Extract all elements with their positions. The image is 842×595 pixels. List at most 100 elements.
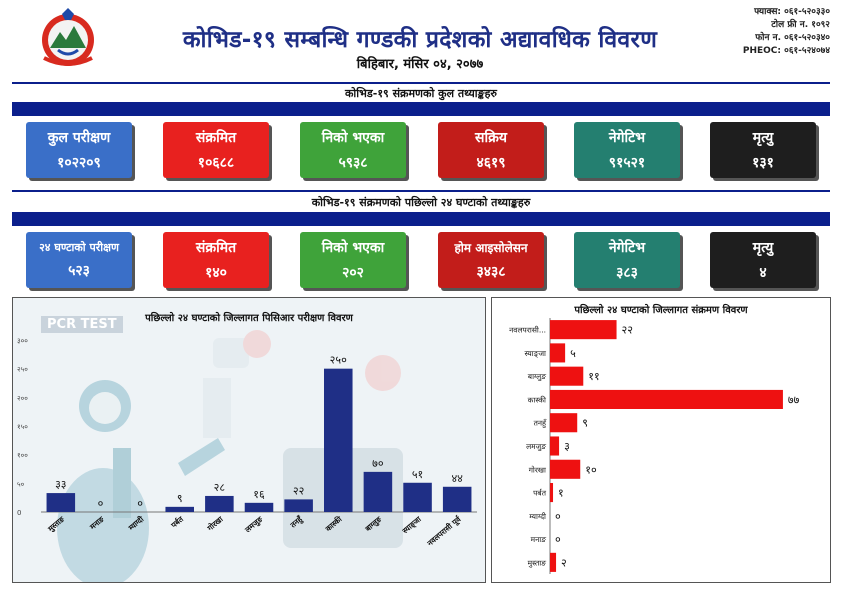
card-value: १०६८८ (197, 155, 235, 171)
infection-category-label: नवलपरासी... (509, 326, 546, 335)
pcr-value-label: २५० (330, 354, 347, 367)
pcr-value-label: ९ (177, 492, 183, 505)
card-24h-home-isolation: होम आइसोलेसन ३४३८ (438, 232, 544, 288)
pcr-value-label: ० (137, 497, 143, 510)
pcr-category-label: नवलपरासी पूर्व (425, 514, 464, 549)
card-label: निको भएका (321, 240, 385, 256)
y-tick-label: ५० (17, 480, 25, 488)
pcr-test-tag: PCR TEST (41, 316, 123, 333)
pcr-value-label: ० (98, 497, 104, 510)
infection-category-label: पर्बत (533, 489, 547, 498)
card-label: सक्रिय (475, 130, 507, 146)
pcr-value-label: ४४ (451, 472, 463, 485)
infection-bar (550, 413, 578, 433)
infection-bar (550, 366, 584, 386)
pcr-bar (363, 471, 393, 512)
y-tick-label: १५० (17, 423, 28, 431)
pcr-category-label: स्याङ्जा (400, 514, 425, 537)
pcr-bar (165, 506, 194, 512)
card-24h-tests: २४ घण्टाको परीक्षण ५२३ (26, 232, 132, 288)
card-value: २०२ (342, 265, 364, 281)
infection-category-label: कास्की (528, 395, 547, 404)
nepal-emblem-logo (42, 8, 94, 66)
card-value: १०२२०९ (57, 155, 101, 171)
card-total-active: सक्रिय ४६१९ (438, 122, 544, 178)
card-value: ५९३८ (338, 155, 368, 171)
card-value: १३१ (752, 155, 774, 171)
section-total-bar (12, 102, 830, 116)
infection-bar (550, 483, 554, 503)
contact-info: फ्याक्स: ०६१-५२०३३० टोल फ्री न. १०९२ फोन… (743, 6, 830, 58)
y-tick-label: २५० (17, 366, 28, 374)
infection-category-label: मुस्ताङ (528, 558, 547, 568)
infection-value-label: १० (585, 463, 597, 476)
infection-bar-chart: नवलपरासी... २२ स्याङ्जा ५ बाग्लुङ ११ कास्की ७७ त… (509, 318, 800, 574)
infection-category-label: लमजुङ (526, 442, 546, 452)
card-label: होम आइसोलेसन (454, 241, 528, 255)
contact-tollfree: टोल फ्री न. १०९२ (771, 20, 830, 30)
card-value: १४० (205, 265, 227, 281)
card-label: संक्रमित (195, 240, 237, 256)
y-tick-label: २०० (17, 394, 28, 402)
pcr-bar (284, 499, 313, 512)
infection-category-label: स्याङ्जा (525, 349, 548, 358)
pcr-chart-title: पछिल्लो २४ घण्टाको जिल्लागत पिसिआर परीक्… (145, 313, 353, 324)
section-last24-bar (12, 212, 830, 226)
infection-bar (550, 320, 617, 340)
infection-value-label: ९ (582, 417, 588, 430)
card-value: ४ (759, 265, 767, 281)
card-value: ९१५२१ (608, 155, 646, 171)
pcr-bar (324, 368, 353, 512)
pcr-value-label: १६ (253, 488, 265, 501)
card-label: मृत्यु (752, 240, 774, 256)
pcr-category-label: गोरखा (205, 514, 226, 533)
infection-value-label: ११ (588, 370, 599, 383)
infection-value-label: १ (558, 487, 564, 500)
infection-value-label: ० (555, 510, 561, 523)
y-tick-label: ३०० (17, 337, 28, 345)
card-24h-infected: संक्रमित १४० (163, 232, 269, 288)
card-value: ३८३ (616, 265, 638, 281)
infection-value-label: ७७ (788, 393, 800, 406)
pcr-bar (442, 486, 472, 512)
report-date: बिहिबार, मंसिर ०४, २०७७ (356, 57, 484, 72)
card-24h-recovered: निको भएका २०२ (300, 232, 406, 288)
section-total-label: कोभिड-१९ संक्रमणको कुल तथ्याङ्कहरु (344, 87, 497, 100)
card-label: संक्रमित (195, 130, 237, 146)
infection-category-label: गोरखा (529, 465, 547, 474)
divider-line (12, 82, 830, 84)
infection-category-label: तनहुँ (534, 419, 548, 429)
infection-bar (550, 436, 560, 456)
card-label: २४ घण्टाको परीक्षण (39, 241, 119, 254)
infection-category-label: म्याग्दी (529, 512, 547, 521)
card-label: नेगेटिभ (608, 130, 646, 146)
page-title: कोभिड-१९ सम्बन्धि गण्डकी प्रदेशको अद्याव… (182, 27, 658, 53)
pcr-bar (205, 495, 234, 512)
card-total-infected: संक्रमित १०६८८ (163, 122, 269, 178)
pcr-value-label: ५१ (412, 468, 423, 481)
y-tick-label: 0 (17, 509, 21, 517)
card-label: निको भएका (321, 130, 385, 146)
section-last24-label: कोभिड-१९ संक्रमणको पछिल्लो २४ घण्टाको तथ… (311, 196, 531, 209)
card-value: ५२३ (68, 263, 90, 279)
card-value: ३४३८ (476, 264, 506, 280)
pcr-bar (244, 502, 274, 512)
pcr-category-label: लमजुङ (242, 514, 265, 536)
card-total-deaths: मृत्यु १३१ (710, 122, 816, 178)
pcr-category-label: पर्बत (169, 514, 186, 530)
card-total-recovered: निको भएका ५९३८ (300, 122, 406, 178)
card-24h-negative: नेगेटिभ ३८३ (574, 232, 680, 288)
pcr-value-label: ७० (372, 457, 384, 470)
pcr-bar (46, 493, 76, 512)
card-total-negative: नेगेटिभ ९१५२१ (574, 122, 680, 178)
card-value: ४६१९ (476, 155, 506, 171)
infection-chart-title: पछिल्लो २४ घण्टाको जिल्लागत संक्रमण विवर… (574, 305, 748, 316)
contact-fax: फ्याक्स: ०६१-५२०३३० (754, 7, 830, 17)
card-24h-deaths: मृत्यु ४ (710, 232, 816, 288)
pcr-bar (403, 482, 432, 512)
infection-bars: नवलपरासी... २२ स्याङ्जा ५ बाग्लुङ ११ कास्की ७७ त… (509, 318, 800, 574)
card-label: कुल परीक्षण (47, 130, 111, 146)
infection-value-label: २२ (622, 324, 633, 337)
pcr-test-chart-panel: PCR TEST पछिल्लो २४ घण्टाको जिल्लागत पिस… (12, 297, 486, 583)
infection-bar (550, 459, 581, 479)
